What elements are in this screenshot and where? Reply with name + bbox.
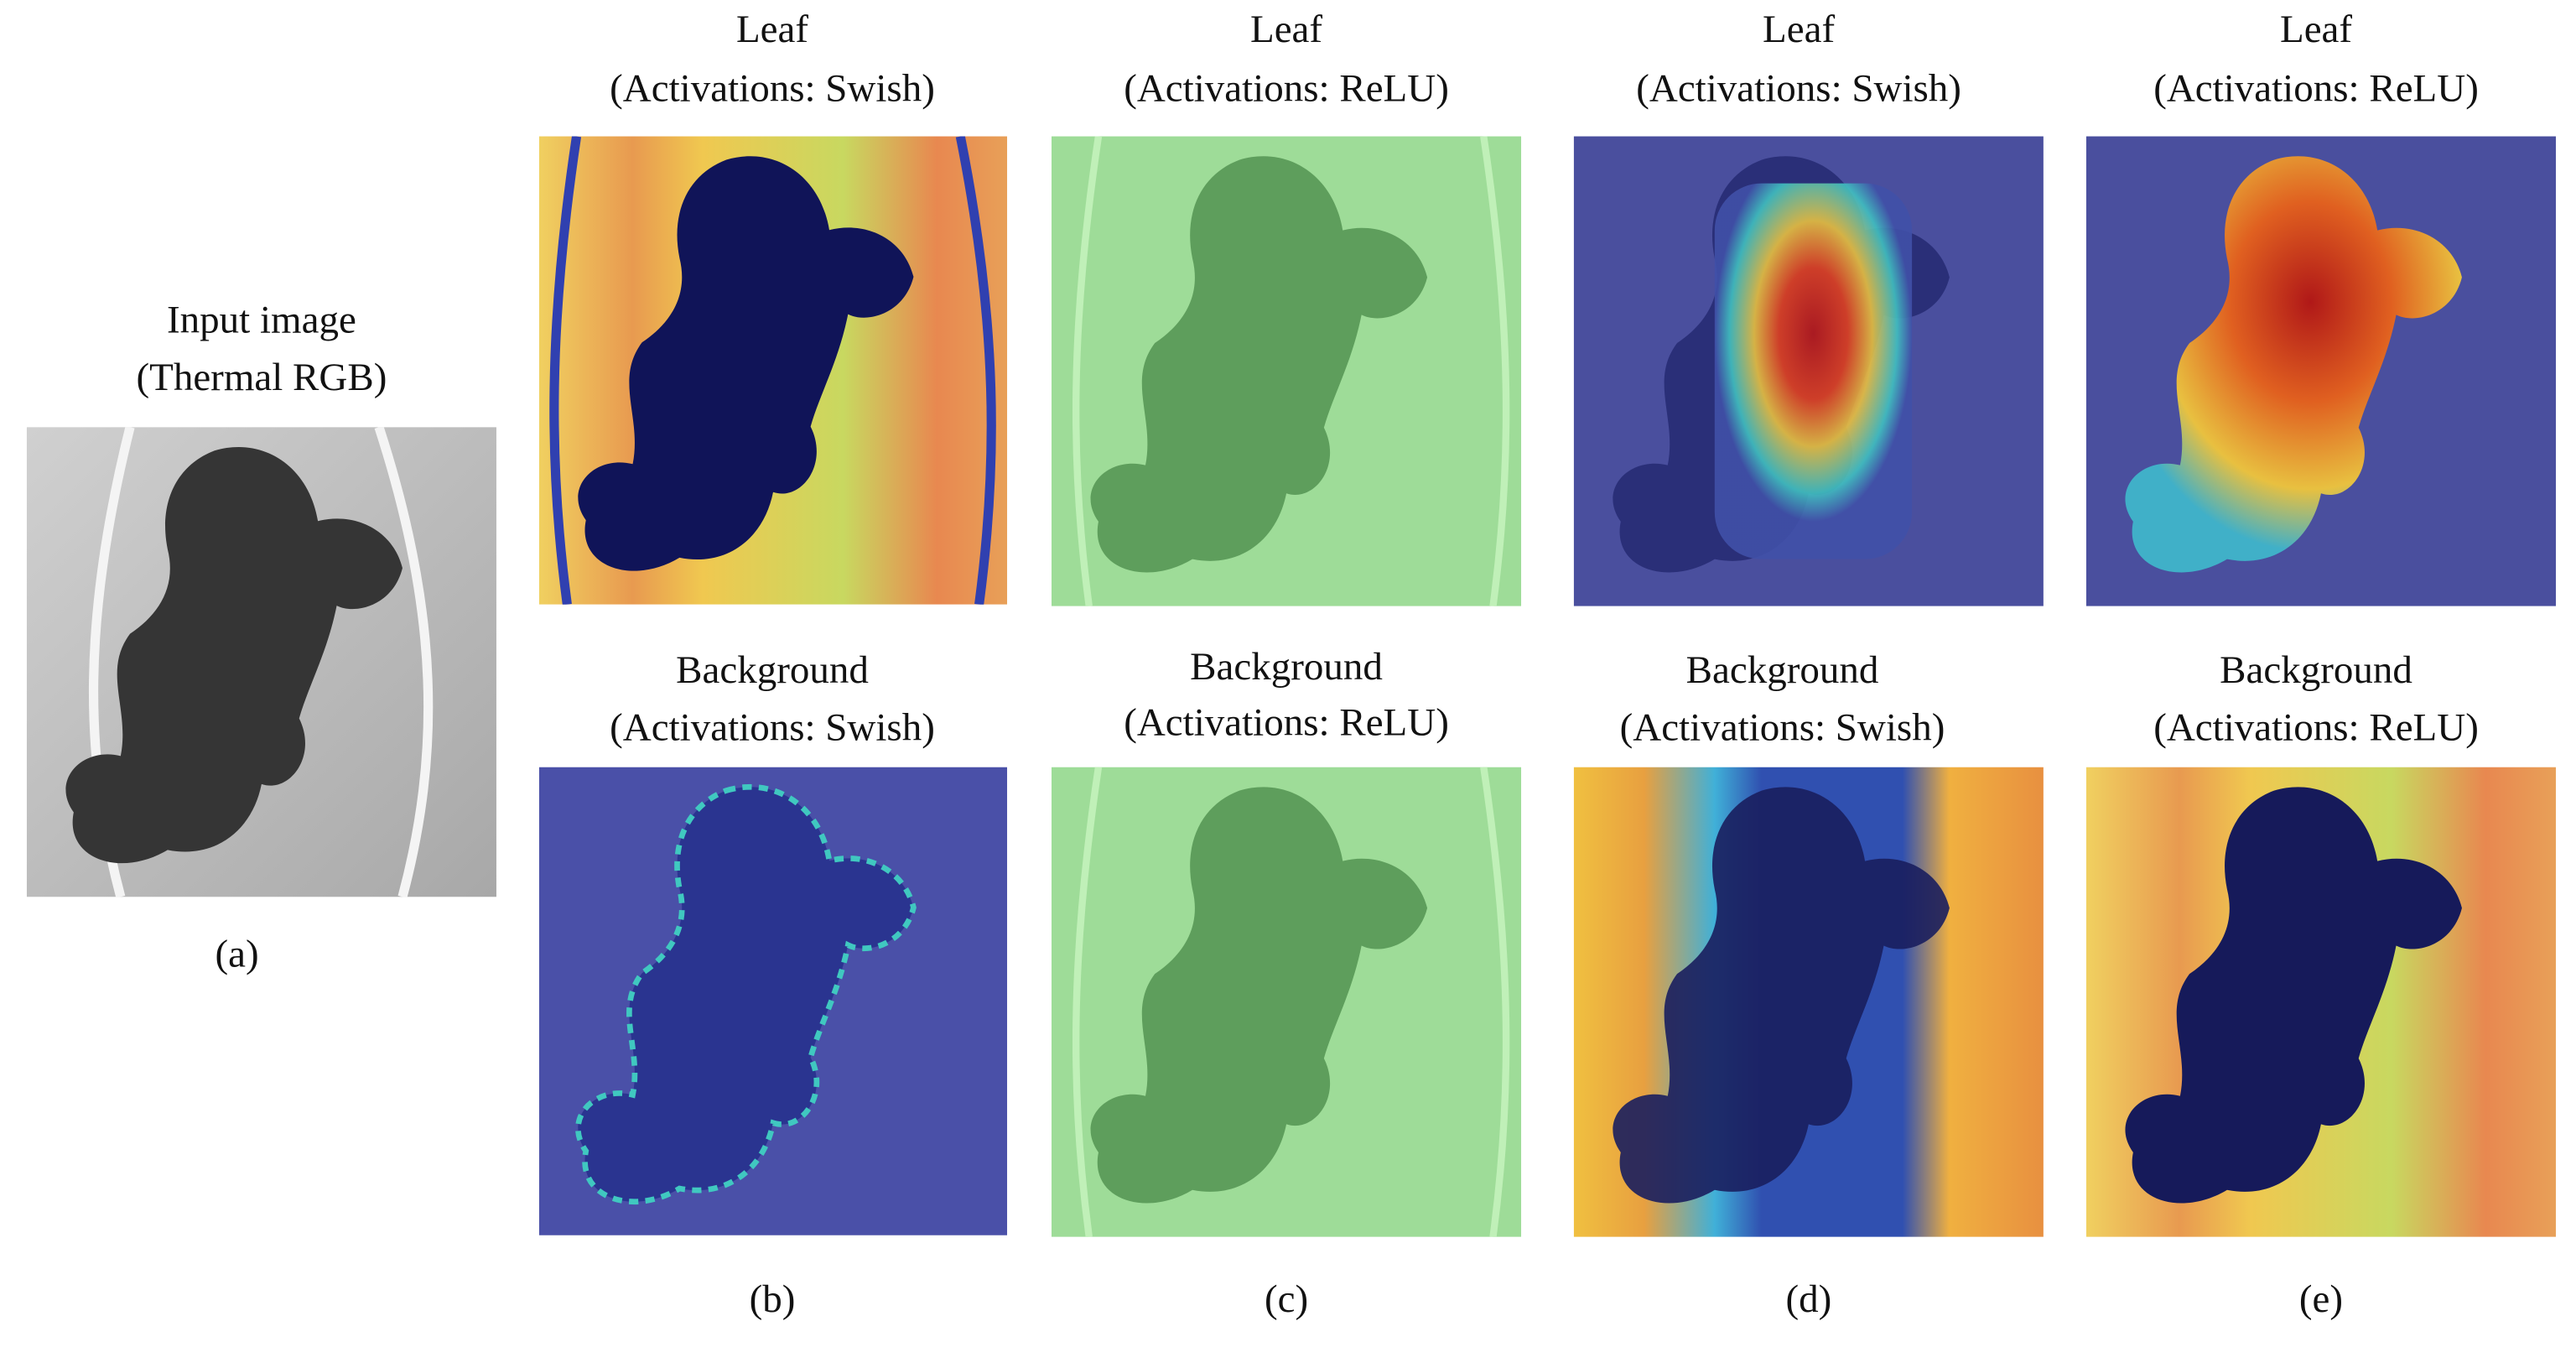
panel-title: Background [1686,648,1879,692]
heatmap-image [538,767,1008,1235]
heatmap-image [1051,136,1522,606]
panel-label: (a) [215,933,258,976]
heatmap-image [1573,767,2044,1237]
panel-label: (d) [1785,1277,1831,1321]
panel-subtitle: (Thermal RGB) [136,356,387,399]
heatmap-image [1573,136,2044,606]
panel-title: Input image [167,299,356,342]
heatmap-image [1051,767,1522,1237]
panel-title: Leaf [1763,8,1835,51]
heatmap-image [2085,136,2556,606]
panel-subtitle: (Activations: ReLU) [2153,66,2479,110]
panel-subtitle: (Activations: ReLU) [1124,66,1449,110]
input-image [26,427,496,897]
panel-title: Background [2220,648,2412,692]
panel-title: Leaf [1250,8,1322,51]
panel-subtitle: (Activations: ReLU) [2153,705,2479,749]
panel-label: (e) [2299,1277,2343,1321]
panel-title: Leaf [2280,8,2352,51]
panel-title: Leaf [736,8,808,51]
panel-subtitle: (Activations: Swish) [1636,66,1961,110]
heatmap-image [538,136,1008,605]
heatmap-image [2085,767,2556,1237]
panel-title: Background [1190,645,1383,689]
panel-subtitle: (Activations: Swish) [610,66,935,110]
panel-subtitle: (Activations: ReLU) [1124,700,1449,744]
panel-subtitle: (Activations: Swish) [610,705,935,749]
panel-label: (c) [1265,1277,1308,1321]
panel-subtitle: (Activations: Swish) [1620,705,1945,749]
panel-label: (b) [750,1277,796,1321]
panel-title: Background [676,648,869,692]
